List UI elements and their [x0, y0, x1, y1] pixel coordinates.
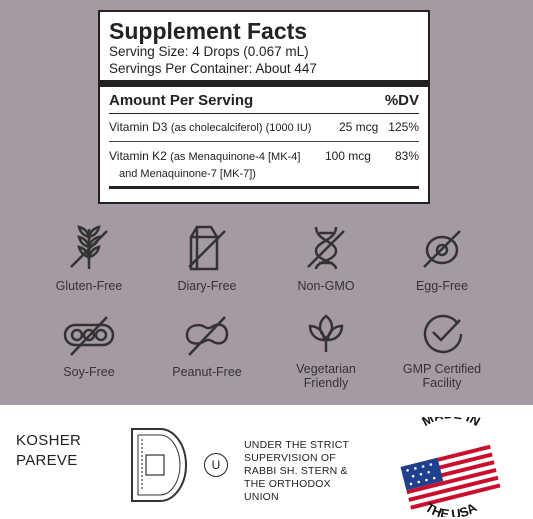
badge-egg-free: Egg-Free	[382, 223, 502, 293]
badge-label: Soy-Free	[63, 365, 115, 379]
badge-label: Egg-Free	[415, 279, 469, 293]
nutrient-dv: 125%	[388, 120, 419, 134]
nutrient-dv: 83%	[394, 149, 419, 163]
dna-crossed-icon	[307, 226, 345, 270]
divider-thick	[100, 80, 428, 87]
nutrient-detail: (as Menaquinone-4 [MK-4]	[170, 151, 301, 163]
badge-vegetarian-friendly: Vegetarian Friendly	[266, 310, 386, 390]
dv-header: %DV	[384, 92, 419, 109]
badge-soy-free: Soy-Free	[29, 313, 149, 379]
amount-header: Amount Per Serving	[109, 92, 254, 109]
badge-label: Non-GMO	[297, 279, 355, 293]
badge-dairy-free: Diary-Free	[147, 223, 267, 293]
supplement-facts-panel: Supplement Facts Serving Size: 4 Drops (…	[98, 10, 430, 204]
ou-symbol-icon: U	[204, 453, 228, 477]
made-in-text: MADE IN	[419, 417, 482, 429]
check-circle-icon	[423, 314, 463, 354]
kosher-seal-icon	[131, 428, 187, 502]
nutrient-row: Vitamin D3 (as cholecalciferol) (1000 IU…	[109, 114, 419, 142]
milk-carton-crossed-icon	[188, 225, 226, 271]
badge-label: Diary-Free	[177, 279, 237, 293]
badge-gmp-certified: GMP Certified Facility	[382, 310, 502, 390]
supervision-text: UNDER THE STRICT SUPERVISION OF RABBI SH…	[244, 439, 350, 503]
top-panel: Supplement Facts Serving Size: 4 Drops (…	[0, 0, 533, 405]
egg-crossed-icon	[423, 230, 461, 268]
leaf-icon	[308, 314, 344, 352]
badge-label: Vegetarian Friendly	[296, 362, 356, 390]
badge-gluten-free: Gluten-Free	[29, 223, 149, 293]
peanut-crossed-icon	[185, 316, 229, 356]
badge-label: Peanut-Free	[172, 365, 242, 379]
soybean-crossed-icon	[63, 316, 115, 356]
nutrient-name: Vitamin K2	[109, 149, 167, 163]
bottom-panel: KOSHER PAREVE U UNDER THE STRICT SUPERVI…	[0, 405, 533, 519]
wheat-crossed-icon	[70, 225, 108, 269]
facts-header-row: Amount Per Serving %DV	[109, 87, 419, 114]
the-usa-text: THE USA	[423, 499, 480, 517]
us-flag-icon	[400, 444, 501, 510]
nutrient-amount: 25 mcg	[338, 120, 379, 134]
badge-peanut-free: Peanut-Free	[147, 313, 267, 379]
facts-title: Supplement Facts	[109, 18, 308, 44]
badge-label: Gluten-Free	[55, 279, 123, 293]
nutrient-amount: 100 mcg	[324, 149, 371, 163]
nutrient-detail-cont: and Menaquinone-7 [MK-7])	[119, 168, 256, 180]
made-in-usa-badge: MADE IN THE USA	[400, 417, 501, 517]
badge-non-gmo: Non-GMO	[266, 223, 386, 293]
nutrient-name: Vitamin D3	[109, 120, 168, 134]
servings-per-container: Servings Per Container: About 447	[109, 61, 317, 76]
kosher-text: KOSHER PAREVE	[16, 432, 82, 469]
badge-label: GMP Certified Facility	[402, 362, 482, 390]
serving-size: Serving Size: 4 Drops (0.067 mL)	[109, 44, 309, 59]
nutrient-row: Vitamin K2 (as Menaquinone-4 [MK-4] and …	[109, 142, 419, 189]
nutrient-detail: (as cholecalciferol) (1000 IU)	[170, 122, 312, 134]
